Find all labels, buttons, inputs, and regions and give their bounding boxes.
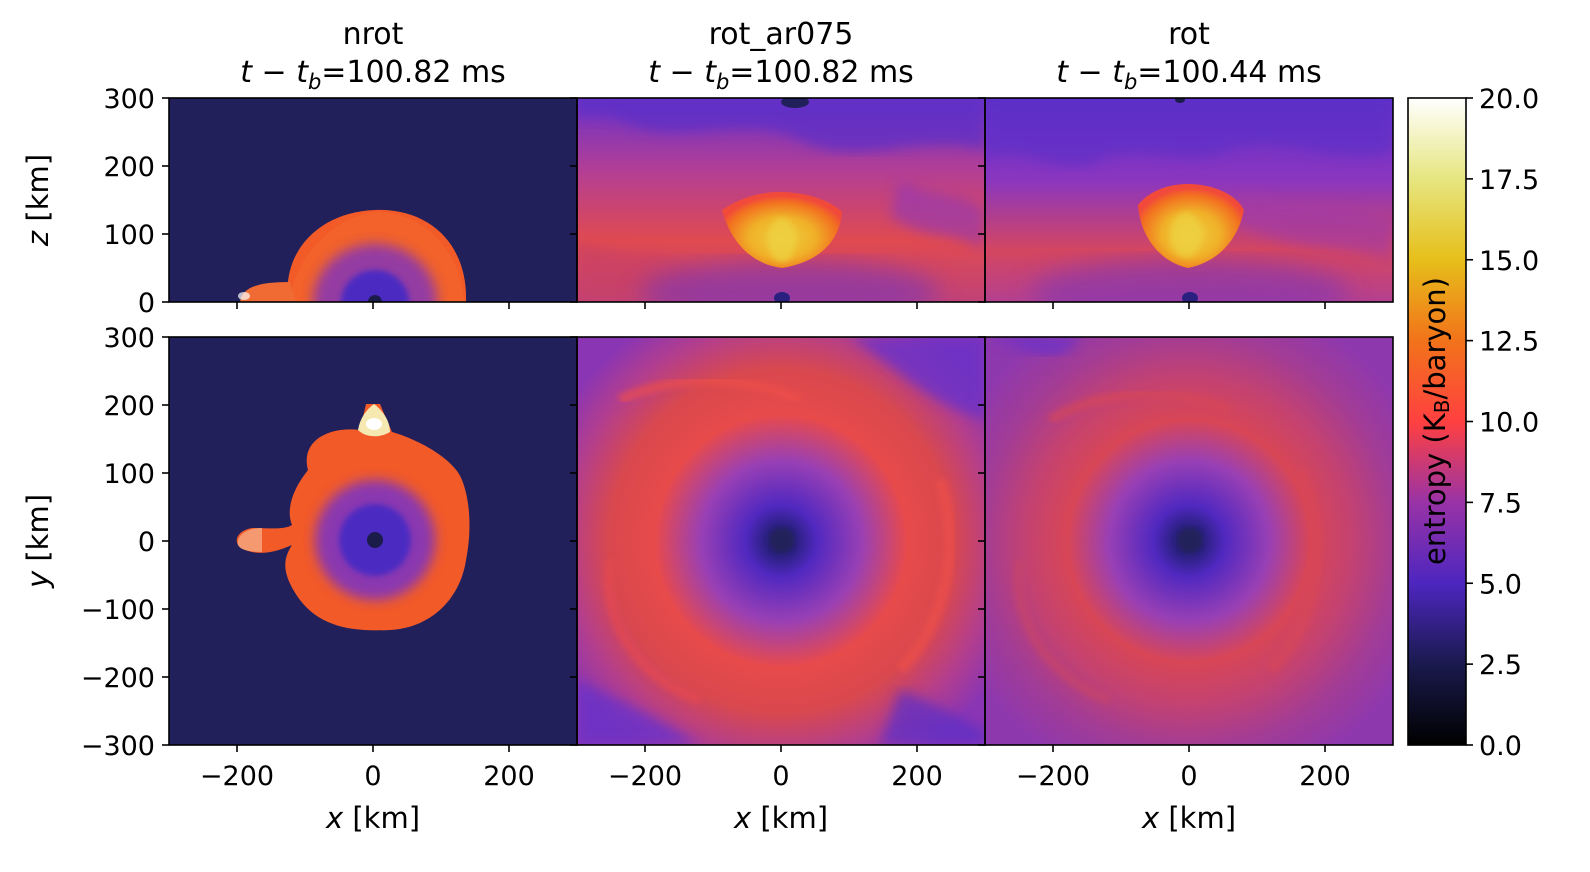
x-tick-label: −200 xyxy=(608,761,682,792)
y-tick-label: −100 xyxy=(81,595,155,626)
x-tick-label: −200 xyxy=(200,761,274,792)
panel-title-name: rot_ar075 xyxy=(709,17,854,52)
panel-title-time: t − tb=100.82 ms xyxy=(240,55,506,94)
colorbar-ticks: 0.0 2.5 5.0 7.5 10.0 12.5 15.0 17.5 20.0 xyxy=(1466,84,1539,762)
y-tick-label: 100 xyxy=(103,459,155,490)
panel-rot-xz xyxy=(985,98,1393,302)
panel-rot-ar075-xy xyxy=(577,337,985,745)
colorbar xyxy=(1407,97,1467,746)
colorbar-tick-label: 15.0 xyxy=(1479,246,1539,277)
x-tick-label: 0 xyxy=(772,761,789,792)
x-tick-label: 200 xyxy=(891,761,943,792)
panel-title-time: t − tb=100.44 ms xyxy=(1056,55,1322,94)
x-tick-label: −200 xyxy=(1016,761,1090,792)
y-tick-label: 300 xyxy=(103,323,155,354)
axis-labels: x [km] x [km] x [km] z [km] y [km] xyxy=(21,154,1236,835)
y-tick-label: 200 xyxy=(103,391,155,422)
x-tick-label: 0 xyxy=(1180,761,1197,792)
z-tick-label: 200 xyxy=(103,152,155,183)
z-tick-label: 0 xyxy=(138,288,155,319)
colorbar-tick-label: 0.0 xyxy=(1479,731,1522,762)
panel-title-name: nrot xyxy=(343,17,404,52)
axis-tick-labels: −200 0 200 −200 0 200 −200 0 200 0 100 200 300 −300 −2… xyxy=(81,84,1351,792)
axis-ticks xyxy=(162,97,1326,752)
y-axis-label: y [km] xyxy=(21,494,55,589)
colorbar-label: entropy (KB/baryon) xyxy=(1418,277,1454,565)
panel-title-name: rot xyxy=(1168,17,1210,52)
y-tick-label: −300 xyxy=(81,731,155,762)
z-tick-label: 300 xyxy=(103,84,155,115)
colorbar-tick-label: 20.0 xyxy=(1479,84,1539,115)
panel-nrot-xy xyxy=(169,337,577,745)
colorbar-tick-label: 5.0 xyxy=(1479,569,1522,600)
panel-rot-ar075-xz xyxy=(577,98,985,302)
x-axis-label: x [km] xyxy=(733,801,828,835)
colorbar-tick-label: 17.5 xyxy=(1479,165,1539,196)
panel-nrot-xz xyxy=(169,98,577,302)
y-tick-label: −200 xyxy=(81,663,155,694)
panel-title-time: t − tb=100.82 ms xyxy=(648,55,914,94)
x-axis-label: x [km] xyxy=(325,801,420,835)
colorbar-tick-label: 2.5 xyxy=(1479,650,1522,681)
panel-rot-xy xyxy=(985,337,1393,745)
x-tick-label: 200 xyxy=(1299,761,1351,792)
z-tick-label: 100 xyxy=(103,220,155,251)
colorbar-tick-label: 12.5 xyxy=(1479,327,1539,358)
z-axis-label: z [km] xyxy=(21,154,55,247)
colorbar-tick-label: 7.5 xyxy=(1479,488,1522,519)
x-tick-label: 200 xyxy=(483,761,535,792)
y-tick-label: 0 xyxy=(138,527,155,558)
colorbar-tick-label: 10.0 xyxy=(1479,408,1539,439)
x-tick-label: 0 xyxy=(364,761,381,792)
x-axis-label: x [km] xyxy=(1141,801,1236,835)
